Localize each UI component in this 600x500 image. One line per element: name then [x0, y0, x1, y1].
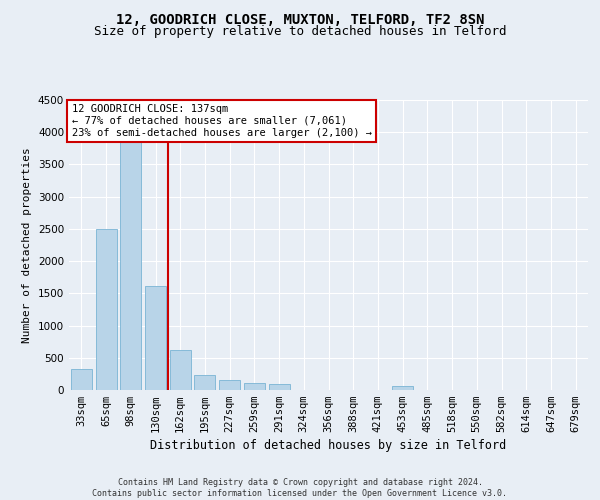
Text: 12, GOODRICH CLOSE, MUXTON, TELFORD, TF2 8SN: 12, GOODRICH CLOSE, MUXTON, TELFORD, TF2… — [116, 12, 484, 26]
Bar — [170, 350, 191, 390]
Text: Size of property relative to detached houses in Telford: Size of property relative to detached ho… — [94, 25, 506, 38]
Bar — [120, 142, 141, 390]
Bar — [392, 386, 413, 390]
Bar — [269, 384, 290, 390]
Text: 12 GOODRICH CLOSE: 137sqm
← 77% of detached houses are smaller (7,061)
23% of se: 12 GOODRICH CLOSE: 137sqm ← 77% of detac… — [71, 104, 371, 138]
Bar — [71, 370, 92, 390]
Text: Contains HM Land Registry data © Crown copyright and database right 2024.
Contai: Contains HM Land Registry data © Crown c… — [92, 478, 508, 498]
Bar — [145, 286, 166, 390]
X-axis label: Distribution of detached houses by size in Telford: Distribution of detached houses by size … — [151, 440, 506, 452]
Bar — [95, 229, 116, 390]
Bar — [194, 375, 215, 390]
Bar — [244, 383, 265, 390]
Y-axis label: Number of detached properties: Number of detached properties — [22, 147, 32, 343]
Bar — [219, 380, 240, 390]
